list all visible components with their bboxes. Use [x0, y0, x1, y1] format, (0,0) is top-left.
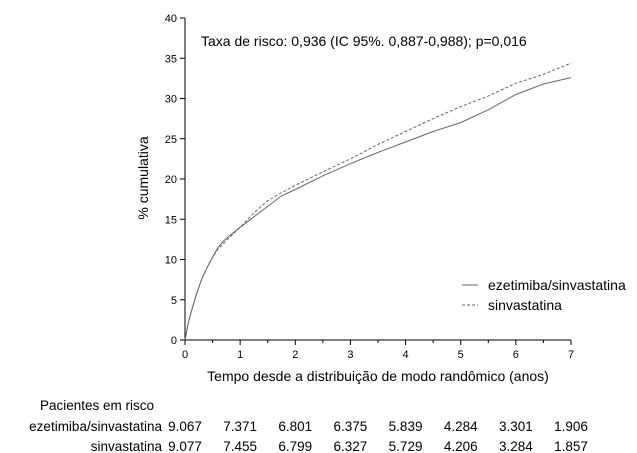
- series-line-sinvastatina: [184, 62, 572, 341]
- y-tick-label: 0: [171, 335, 177, 347]
- series-layer: [184, 62, 572, 341]
- risk-value-cell: 4.284: [444, 419, 478, 434]
- risk-row-label-ezetimiba-sinvastatina: ezetimiba/sinvastatina: [29, 419, 162, 434]
- y-tick-label: 20: [165, 174, 177, 186]
- x-tick-label: 2: [292, 349, 298, 361]
- y-tick-label: 35: [165, 53, 177, 65]
- chart-annotation: Taxa de risco: 0,936 (IC 95%. 0,887-0,98…: [201, 33, 527, 49]
- legend-label-ezetimiba-sinvastatina: ezetimiba/sinvastatina: [488, 277, 626, 293]
- risk-value-cell: 9.077: [168, 439, 202, 453]
- legend: ezetimiba/sinvastatina sinvastatina: [462, 277, 626, 313]
- risk-table-header: Pacientes em risco: [40, 398, 154, 413]
- risk-value-cell: 6.375: [334, 419, 368, 434]
- y-tick-label: 15: [165, 214, 177, 226]
- risk-value-cell: 1.906: [554, 419, 588, 434]
- risk-value-cell: 4.206: [444, 439, 478, 453]
- risk-value-cell: 3.284: [499, 439, 533, 453]
- y-tick-label: 25: [165, 134, 177, 146]
- risk-table: Pacientes em risco ezetimiba/sinvastatin…: [29, 398, 588, 453]
- x-tick-label: 1: [237, 349, 243, 361]
- risk-value-cell: 9.067: [168, 419, 202, 434]
- y-ticks: 0 5 10 15 20 25 30 35 40: [165, 13, 185, 347]
- x-ticks: 0 1 2 3 4 5 6 7: [182, 340, 574, 361]
- risk-value-cell: 7.371: [223, 419, 257, 434]
- y-tick-label: 40: [165, 13, 177, 25]
- risk-value-cell: 3.301: [499, 419, 533, 434]
- x-tick-label: 5: [458, 349, 464, 361]
- y-tick-label: 30: [165, 94, 177, 106]
- y-tick-label: 5: [171, 295, 177, 307]
- x-tick-label: 0: [182, 349, 188, 361]
- risk-value-cell: 6.801: [278, 419, 312, 434]
- x-tick-label: 6: [513, 349, 519, 361]
- x-tick-label: 7: [568, 349, 574, 361]
- risk-value-cell: 7.455: [223, 439, 257, 453]
- risk-value-cell: 1.857: [554, 439, 588, 453]
- risk-value-cell: 6.799: [278, 439, 312, 453]
- risk-value-cell: 5.839: [389, 419, 423, 434]
- risk-values: 9.067 7.371 6.801 6.375 5.839 4.284 3.301 1.906…: [168, 419, 588, 453]
- risk-value-cell: 6.327: [334, 439, 368, 453]
- x-tick-label: 3: [347, 349, 353, 361]
- risk-row-label-sinvastatina: sinvastatina: [91, 439, 163, 453]
- y-tick-label: 10: [165, 255, 177, 267]
- y-axis-label: % cumulativa: [135, 136, 151, 219]
- x-tick-label: 4: [403, 349, 409, 361]
- risk-value-cell: 5.729: [389, 439, 423, 453]
- x-axis-label: Tempo desde a distribuição de modo randô…: [207, 368, 549, 384]
- legend-label-sinvastatina: sinvastatina: [488, 297, 562, 313]
